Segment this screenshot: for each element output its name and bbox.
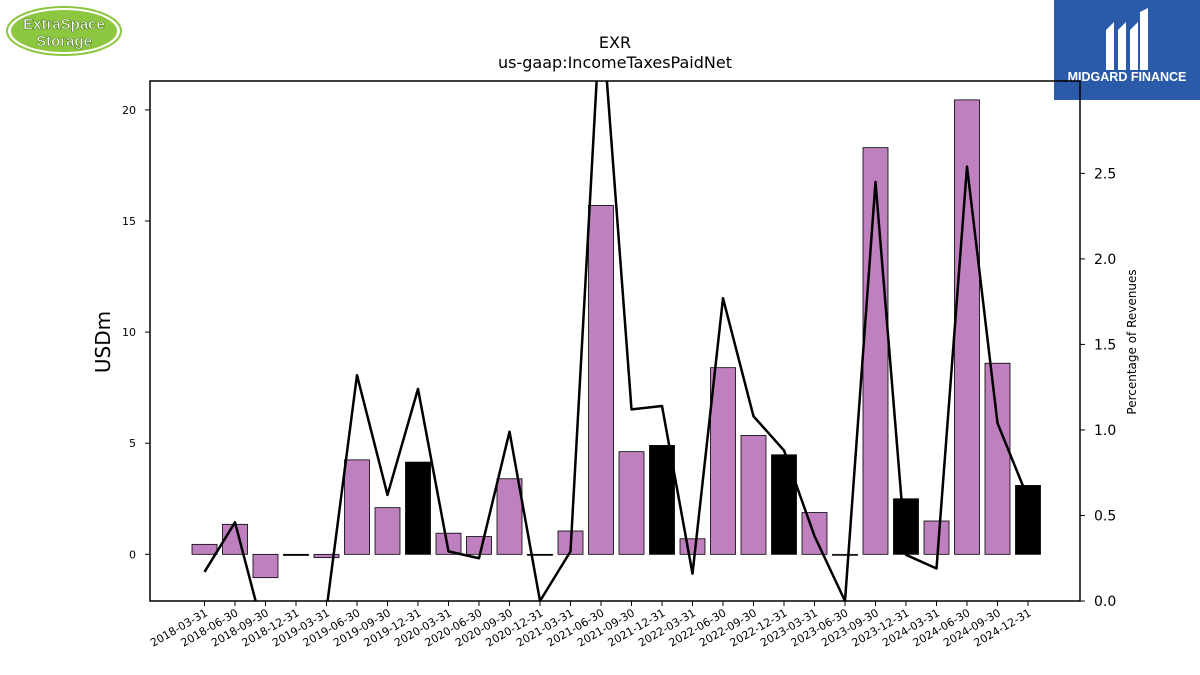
bars [191, 99, 1041, 579]
y-tick-label: 0 [129, 548, 136, 561]
logo-left-line1: ExtraSpace [23, 16, 105, 33]
bar-2018-06-30 [222, 523, 248, 555]
bar-2022-03-31 [679, 538, 706, 555]
bar-2019-12-31 [405, 461, 431, 555]
bar-2023-03-31 [801, 512, 828, 555]
chart-title: EXR [599, 33, 631, 52]
bar-2021-06-30 [588, 205, 614, 555]
line-segment [326, 81, 1030, 601]
midgard-finance-logo: MIDGARD FINANCE [1054, 0, 1200, 100]
y2-axis-label: Percentage of Revenues [1125, 269, 1139, 414]
bar-2020-12-31 [527, 553, 553, 556]
x-ticks: 2018-03-312018-06-302018-09-302018-12-31… [148, 601, 1034, 650]
bar-2021-09-30 [618, 451, 645, 555]
y2-tick-label: 0.0 [1094, 594, 1116, 610]
y2-tick-label: 1.0 [1094, 423, 1116, 439]
bar-2023-09-30 [862, 147, 889, 555]
bar-2022-12-31 [771, 454, 797, 555]
y-ticks: 0 5 10 15 20 [122, 104, 150, 561]
y-axis-label: USDm [91, 311, 115, 373]
line-segment [203, 521, 257, 601]
bar-2019-06-30 [344, 459, 370, 555]
chart-subtitle: us-gaap:IncomeTaxesPaidNet [498, 53, 732, 72]
extraspace-storage-logo: ExtraSpace Storage [6, 6, 122, 56]
bar-2022-06-30 [710, 367, 736, 555]
bar-2018-09-30 [252, 553, 279, 579]
y-tick-label: 10 [122, 326, 136, 339]
bar-2020-09-30 [496, 478, 523, 555]
revenue-share-line [203, 81, 1030, 601]
bar-2024-09-30 [984, 362, 1011, 555]
y-tick-label: 20 [122, 104, 136, 117]
bar-2018-03-31 [191, 543, 218, 555]
logo-left-line2: Storage [36, 33, 92, 50]
bar-2018-12-31 [283, 553, 309, 556]
plot-frame [149, 80, 1081, 602]
bar-2020-06-30 [466, 536, 492, 555]
bar-2020-03-31 [435, 532, 462, 555]
bar-2023-06-30 [832, 553, 858, 556]
y2-tick-label: 2.0 [1094, 252, 1116, 268]
bar-2021-12-31 [649, 445, 675, 555]
midgard-mark-icon [1106, 8, 1148, 70]
logo-right-text: MIDGARD FINANCE [1068, 70, 1187, 84]
y-tick-label: 5 [129, 437, 136, 450]
y-tick-label: 15 [122, 215, 136, 228]
bar-2022-09-30 [740, 435, 767, 555]
bar-2024-03-31 [923, 520, 950, 555]
y2-ticks: 0.0 0.5 1.0 1.5 2.0 2.5 [1080, 166, 1116, 610]
y2-tick-label: 1.5 [1094, 337, 1116, 353]
bar-2019-03-31 [313, 553, 340, 559]
y2-tick-label: 2.5 [1094, 166, 1116, 182]
bar-2019-09-30 [374, 507, 401, 555]
y2-tick-label: 0.5 [1094, 508, 1116, 524]
